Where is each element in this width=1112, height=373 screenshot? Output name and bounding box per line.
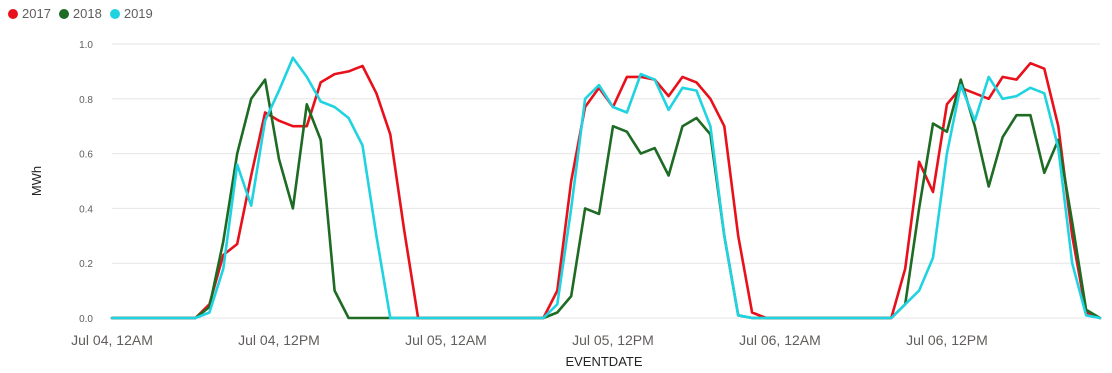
y-axis-ticks: 0.0 0.2 0.4 0.6 0.8 1.0: [79, 40, 93, 325]
legend-item-2017[interactable]: 2017: [8, 6, 51, 21]
series-line-2017[interactable]: [110, 61, 1102, 320]
legend-label-2017: 2017: [22, 6, 51, 21]
x-tick-label: Jul 04, 12AM: [71, 332, 153, 348]
y-tick-label: 0.0: [79, 314, 93, 325]
legend-marker-2017: [8, 8, 18, 19]
x-tick-label: Jul 05, 12PM: [572, 332, 654, 348]
y-tick-label: 0.8: [79, 95, 93, 106]
series-line-2019[interactable]: [110, 56, 1102, 320]
series-line-2018[interactable]: [110, 78, 1102, 320]
x-tick-label: Jul 06, 12PM: [906, 332, 988, 348]
x-tick-label: Jul 06, 12AM: [739, 332, 821, 348]
legend-marker-2019: [109, 8, 120, 19]
legend-label-2018: 2018: [72, 6, 102, 21]
x-tick-label: Jul 05, 12AM: [405, 332, 487, 348]
y-tick-label: 0.2: [79, 259, 93, 270]
y-tick-label: 0.4: [79, 204, 93, 215]
legend-marker-2018: [58, 8, 69, 19]
legend-label-2019: 2019: [123, 6, 153, 21]
chart-legend: 2017 2018 2019: [8, 6, 155, 21]
x-axis-ticks: Jul 04, 12AM Jul 04, 12PM Jul 05, 12AM Jul …: [71, 332, 988, 348]
y-axis-title: MWh: [29, 166, 44, 196]
x-axis-title: EVENTDATE: [565, 354, 642, 369]
legend-item-2019[interactable]: 2019: [109, 6, 153, 21]
x-tick-label: Jul 04, 12PM: [238, 332, 320, 348]
legend-item-2018[interactable]: 2018: [58, 6, 102, 21]
gridlines: [112, 43, 1100, 319]
y-tick-label: 1.0: [79, 40, 93, 51]
series-lines: [110, 56, 1102, 320]
y-tick-label: 0.6: [79, 150, 93, 161]
